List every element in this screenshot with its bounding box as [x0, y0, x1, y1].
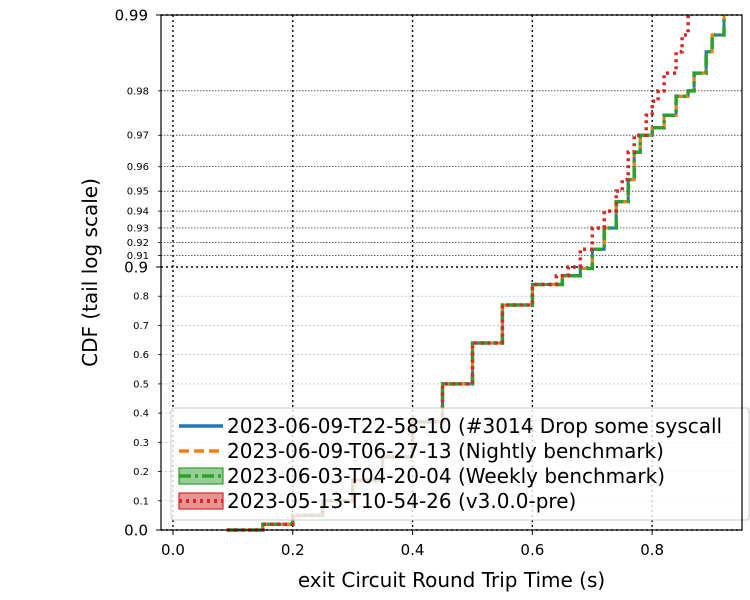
- y-minor-tick-label: 0.3: [133, 438, 149, 449]
- y-minor-tick-label: 0.98: [127, 86, 149, 97]
- legend-label: 2023-06-03-T04-20-04 (Weekly benchmark): [227, 464, 665, 488]
- y-minor-tick-label: 0.1: [133, 496, 149, 507]
- x-tick-label: 0.8: [640, 541, 664, 559]
- y-minor-tick-label: 0.95: [127, 187, 149, 198]
- y-minor-tick-label: 0.92: [127, 238, 149, 249]
- legend-label: 2023-05-13-T10-54-26 (v3.0.0-pre): [227, 489, 576, 513]
- legend-label: 2023-06-09-T22-58-10 (#3014 Drop some sy…: [227, 414, 722, 438]
- series-line-4: [226, 15, 690, 532]
- y-axis-label: CDF (tail log scale): [78, 178, 102, 367]
- legend-label: 2023-06-09-T06-27-13 (Nightly benchmark): [227, 439, 664, 463]
- y-minor-tick-label: 0.2: [133, 467, 149, 478]
- y-major-tick-label: 0.9: [124, 259, 148, 277]
- x-tick-label: 0.2: [281, 541, 305, 559]
- plot-frame: [160, 14, 743, 531]
- y-minor-tick-label: 0.94: [127, 207, 149, 218]
- x-tick-label: 0.6: [520, 541, 544, 559]
- y-minor-tick-label: 0.8: [133, 292, 149, 303]
- y-minor-tick-label: 0.91: [127, 251, 149, 262]
- x-tick-label: 0.0: [161, 541, 185, 559]
- y-minor-tick-label: 0.96: [127, 162, 149, 173]
- x-tick-label: 0.4: [401, 541, 425, 559]
- x-axis-label: exit Circuit Round Trip Time (s): [298, 568, 605, 592]
- y-minor-tick-label: 0.93: [127, 223, 149, 234]
- y-minor-tick-label: 0.4: [133, 409, 149, 420]
- y-minor-tick-label: 0.7: [133, 321, 149, 332]
- y-minor-tick-label: 0.5: [133, 379, 149, 390]
- y-minor-tick-label: 0.6: [133, 350, 149, 361]
- legend: 2023-06-09-T22-58-10 (#3014 Drop some sy…: [170, 407, 750, 521]
- y-major-tick-label: 0.0: [124, 522, 148, 540]
- y-major-tick-label: 0.99: [115, 7, 148, 25]
- y-minor-tick-label: 0.97: [127, 131, 149, 142]
- ticks: 0.0 0.2 0.4 0.6 0.8 0.1 0.2 0.3 0.4 0.5 0.6 0.7 0.8 0…: [115, 7, 664, 560]
- legend-box: [170, 407, 750, 521]
